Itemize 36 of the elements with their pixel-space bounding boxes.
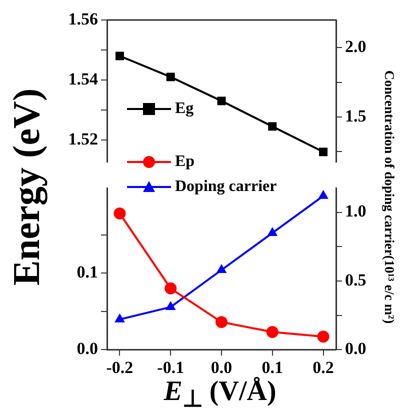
point [216,316,228,328]
y-tick-label: 1.56 [68,9,98,28]
point [267,226,278,236]
x-tick-label: 0.2 [312,358,334,378]
y2-tick-label: 1.0 [345,202,366,221]
y2-tick-label: 1.5 [345,106,366,126]
point [115,52,124,60]
point [318,190,328,199]
legend-label: Eg [175,100,194,118]
x-tick-label: 0.0 [210,358,232,378]
point [166,72,175,82]
y-tick-label: 0.1 [76,262,98,282]
x-tick-label: -0.1 [157,358,184,378]
point [114,207,126,220]
point [317,330,330,343]
y-tick-label: 1.54 [68,69,98,88]
y2-tick-label: 2.0 [345,37,366,56]
y-tick-label: 0.0 [76,338,98,358]
point [217,96,226,106]
x-axis-title: E$_{⊥}$ (V/Å) [162,376,278,414]
point [165,301,176,310]
legend-label: Ep [175,152,195,171]
x-tick-label: 0.1 [262,358,284,378]
point [266,326,278,338]
y-tick-label: 1.52 [68,129,98,148]
y2-axis-title: Concentration of doping carrier(10¹³ e/c m²) [381,70,397,324]
point [319,148,328,156]
point [164,282,177,294]
y2-tick-label: 0.5 [345,270,366,290]
legend-label: Doping carrier [175,178,277,196]
x-tick-label: -0.2 [106,358,134,378]
point [268,122,277,131]
point [114,313,125,322]
y2-tick-label: 0.0 [345,338,366,358]
point [216,264,227,273]
y-axis-title: Energy (eV) [5,88,49,286]
